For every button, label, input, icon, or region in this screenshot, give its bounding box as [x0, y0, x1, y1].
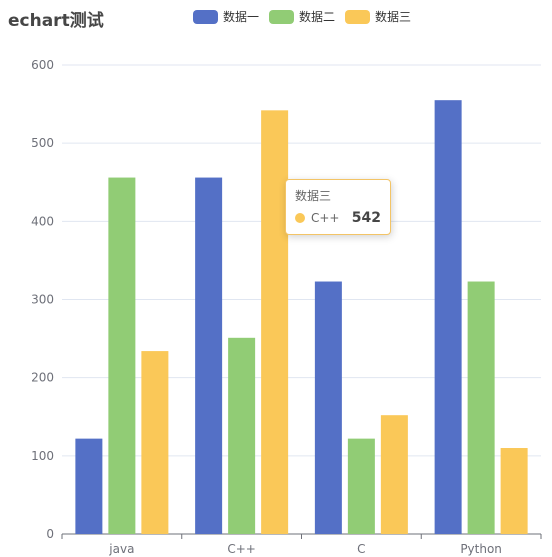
legend-item[interactable]: 数据二	[269, 8, 335, 25]
chart-title: echart测试	[8, 11, 104, 31]
x-tick-label: C	[357, 542, 365, 556]
bar-1-c	[314, 281, 342, 534]
legend-swatch	[193, 9, 218, 24]
tooltip-value: 542	[351, 210, 381, 226]
tooltip-category: C++	[311, 211, 340, 225]
legend-swatch	[345, 9, 371, 24]
bar-3-java	[141, 351, 169, 534]
tooltip-row: C++ 542	[295, 210, 381, 226]
legend: 数据一 数据二 数据三	[193, 8, 411, 25]
legend-label: 数据二	[299, 10, 336, 24]
x-tick-label: C++	[227, 542, 256, 556]
legend-item[interactable]: 数据一	[193, 8, 259, 25]
y-tick-label: 500	[31, 136, 54, 150]
bar-3-cpp	[261, 110, 289, 534]
y-tick-label: 300	[31, 293, 54, 307]
y-tick-label: 100	[31, 449, 54, 463]
tooltip-series-name: 数据三	[295, 189, 332, 203]
x-tick-label: java	[108, 542, 134, 556]
y-tick-label: 600	[31, 58, 54, 72]
bar-1-cpp	[195, 177, 223, 534]
legend-item[interactable]: 数据三	[345, 8, 411, 25]
y-tick-label: 0	[46, 527, 54, 541]
bar-1-java	[75, 438, 103, 534]
bar-3-python	[500, 448, 528, 534]
bar-2-c	[347, 438, 375, 534]
x-tick-label: Python	[460, 542, 502, 556]
bar-2-python	[467, 281, 495, 534]
legend-label: 数据一	[223, 10, 260, 24]
y-tick-label: 200	[31, 371, 54, 385]
legend-label: 数据三	[375, 10, 412, 24]
legend-swatch	[269, 9, 295, 24]
bar-1-python	[434, 100, 462, 535]
y-tick-label: 400	[31, 214, 54, 228]
tooltip-color-dot	[295, 213, 305, 223]
bar-2-cpp	[228, 337, 256, 534]
bar-2-java	[108, 177, 136, 534]
bar-3-c	[380, 415, 408, 534]
tooltip: 数据三 C++ 542	[285, 179, 391, 235]
